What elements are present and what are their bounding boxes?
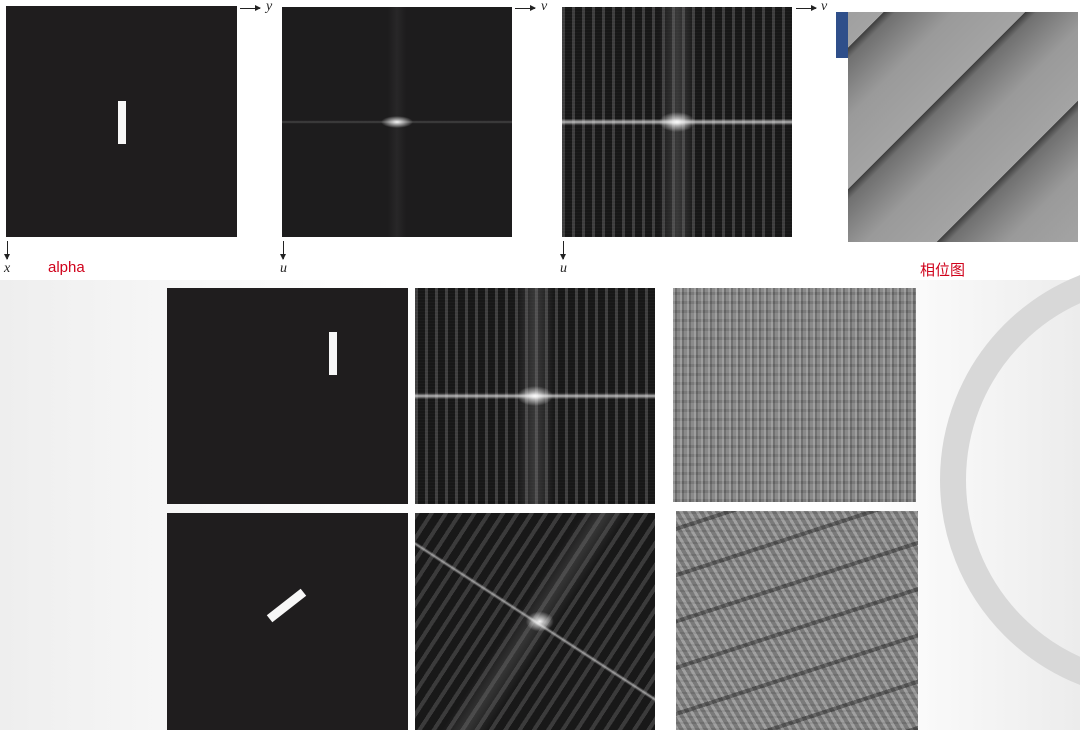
phase-caption: 相位图 bbox=[920, 262, 966, 279]
y-axis-label: y bbox=[266, 0, 273, 14]
u-axis-arrow-2 bbox=[280, 241, 286, 260]
x-axis-arrow bbox=[4, 241, 10, 260]
seal-ring bbox=[940, 260, 1080, 700]
u-axis-label-2: u bbox=[280, 261, 287, 276]
phase-image-centered bbox=[848, 12, 1078, 242]
y-axis-arrow bbox=[240, 5, 261, 11]
v-axis-arrow-3 bbox=[796, 5, 817, 11]
spectrum-faint bbox=[282, 7, 512, 237]
v-axis-label-3: v bbox=[821, 0, 828, 14]
spectrum-rotated bbox=[415, 513, 655, 730]
v-axis-label-2: v bbox=[541, 0, 548, 14]
x-axis-label: x bbox=[4, 261, 11, 276]
white-rectangle-translated bbox=[329, 332, 337, 375]
spectrum-translated bbox=[415, 288, 655, 504]
spectrum-log bbox=[562, 7, 792, 237]
logo-mark bbox=[836, 12, 850, 58]
u-axis-label-3: u bbox=[560, 261, 567, 276]
image-rect-rotated bbox=[167, 513, 408, 730]
u-axis-arrow-3 bbox=[560, 241, 566, 260]
white-rectangle-rotated bbox=[266, 588, 307, 623]
university-seal-watermark: 0 5 bbox=[920, 230, 1080, 730]
white-rectangle bbox=[118, 101, 126, 144]
v-axis-arrow-2 bbox=[515, 5, 536, 11]
image-rect-translated bbox=[167, 288, 408, 504]
image-rect-centered bbox=[6, 6, 237, 237]
alpha-caption: alpha bbox=[48, 259, 85, 276]
phase-image-translated bbox=[673, 288, 916, 502]
phase-image-rotated bbox=[676, 511, 918, 730]
